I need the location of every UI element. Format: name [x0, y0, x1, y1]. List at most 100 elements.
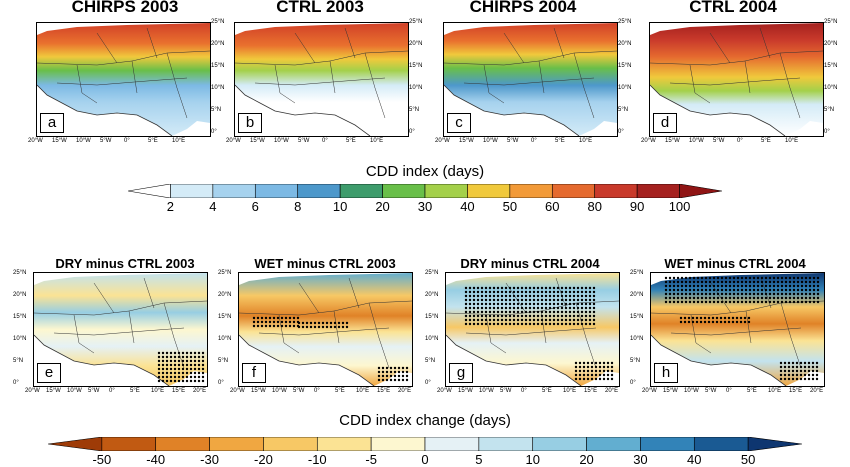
axis-tick-label: 5°W — [713, 138, 725, 144]
axis-tick-label: 0° — [409, 129, 415, 135]
axis-tick-label: 10°N — [13, 336, 27, 342]
colorbar-tick-label: -40 — [146, 452, 166, 467]
axis-tick-label: 0° — [531, 138, 537, 144]
colorbar-cdd-change — [48, 437, 802, 451]
axis-tick-label: 20°E — [605, 388, 619, 394]
axis-tick-label: 10°N — [618, 85, 632, 91]
axis-tick-label: 5°E — [747, 388, 757, 394]
axis-tick-label: 20°W — [230, 388, 245, 394]
axis-tick-label: 5°W — [507, 138, 519, 144]
map-panel-h: h — [650, 272, 825, 387]
axis-tick-label: 10°N — [211, 85, 225, 91]
axis-tick-label: 15°W — [251, 388, 266, 394]
axis-tick-label: 10°W — [76, 138, 91, 144]
axis-tick-label: 5°W — [100, 138, 112, 144]
colorbar-tick-label: 20 — [375, 199, 390, 214]
axis-tick-label: 15°N — [824, 63, 838, 69]
panel-letter-f: f — [242, 363, 266, 383]
axis-tick-label: 5°N — [13, 358, 24, 364]
colorbar-tick-label: 60 — [545, 199, 560, 214]
axis-tick-label: 20°W — [226, 138, 241, 144]
colorbar-tick-label: 50 — [502, 199, 518, 214]
axis-tick-label: 10°E — [370, 138, 384, 144]
colorbar-tick-label: -20 — [254, 452, 273, 467]
colorbar-tick-label: 0 — [421, 452, 429, 467]
axis-tick-label: 15°E — [377, 388, 391, 394]
axis-tick-label: 10°E — [172, 138, 186, 144]
axis-tick-label: 5°N — [218, 358, 229, 364]
panel-title-d: CTRL 2004 — [689, 0, 777, 16]
axis-tick-label: 0° — [109, 388, 115, 394]
axis-tick-label: 10°N — [630, 336, 644, 342]
axis-tick-label: 0° — [314, 388, 320, 394]
colorbar-tick-label: 2 — [166, 199, 175, 214]
axis-tick-label: 0° — [13, 380, 19, 386]
axis-tick-label: 20°N — [218, 292, 232, 298]
axis-tick-label: 5°W — [705, 388, 717, 394]
axis-tick-label: 15°E — [789, 388, 803, 394]
panel-letter-e: e — [37, 363, 61, 383]
colorbar-tick-label: 10 — [525, 452, 540, 467]
axis-tick-label: 0° — [218, 380, 224, 386]
colorbar-tick-label: 10 — [332, 199, 348, 214]
axis-tick-label: 10°W — [684, 388, 699, 394]
axis-tick-label: 5°N — [618, 107, 629, 113]
axis-tick-label: 15°N — [425, 314, 439, 320]
colorbar-tick-label: 50 — [740, 452, 756, 467]
axis-tick-label: 0° — [211, 129, 217, 135]
axis-tick-label: 20°N — [13, 292, 27, 298]
axis-tick-label: 25°N — [618, 19, 632, 25]
axis-tick-label: 10°E — [768, 388, 782, 394]
axis-tick-label: 10°E — [151, 388, 165, 394]
panel-letter-h: h — [654, 363, 678, 383]
axis-tick-label: 0° — [824, 129, 830, 135]
axis-tick-label: 15°N — [218, 314, 232, 320]
map-panel-e: e — [33, 272, 208, 387]
panel-letter-c: c — [447, 113, 471, 133]
colorbar-tick-label: -30 — [200, 452, 219, 467]
colorbar-tick-label: 40 — [460, 199, 475, 214]
axis-tick-label: 5°E — [148, 138, 158, 144]
colorbar-tick-label: 80 — [587, 199, 602, 214]
axis-tick-label: 15°W — [46, 388, 61, 394]
axis-tick-label: 20°N — [409, 41, 423, 47]
colorbar-tick-label: -5 — [365, 452, 377, 467]
axis-tick-label: 5°N — [425, 358, 436, 364]
axis-tick-label: 5°W — [500, 388, 512, 394]
panel-title-f: WET minus CTRL 2003 — [254, 256, 396, 271]
axis-tick-label: 15°W — [663, 388, 678, 394]
axis-tick-label: 20°E — [398, 388, 412, 394]
axis-tick-label: 10°E — [579, 138, 593, 144]
axis-tick-label: 25°N — [425, 270, 439, 276]
colorbar-tick-label: 90 — [629, 199, 645, 214]
axis-tick-label: 25°N — [630, 270, 644, 276]
axis-tick-label: 15°N — [630, 314, 644, 320]
axis-tick-label: 10°N — [218, 336, 232, 342]
colorbar-tick-label: 5 — [475, 452, 483, 467]
axis-tick-label: 0° — [521, 388, 527, 394]
axis-tick-label: 0° — [737, 138, 743, 144]
colorbar-tick-label: 30 — [417, 199, 433, 214]
axis-tick-label: 25°N — [218, 270, 232, 276]
map-panel-a: a — [36, 22, 211, 137]
axis-tick-label: 20°E — [193, 388, 207, 394]
axis-tick-label: 15°W — [52, 138, 67, 144]
axis-tick-label: 15°N — [618, 63, 632, 69]
axis-tick-label: 25°N — [409, 19, 423, 25]
axis-tick-label: 15°N — [409, 63, 423, 69]
axis-tick-label: 20°W — [641, 138, 656, 144]
panel-title-h: WET minus CTRL 2004 — [664, 256, 806, 271]
axis-tick-label: 15°W — [458, 388, 473, 394]
axis-tick-label: 20°E — [810, 388, 824, 394]
axis-tick-label: 25°N — [13, 270, 27, 276]
panel-title-b: CTRL 2003 — [276, 0, 364, 16]
colorbar-tick-label: -10 — [307, 452, 327, 467]
panel-letter-b: b — [238, 113, 262, 133]
colorbar-tick-label: 100 — [668, 199, 691, 214]
axis-tick-label: 20°N — [630, 292, 644, 298]
colorbar-tick-label: 6 — [251, 199, 259, 214]
axis-tick-label: 15°W — [665, 138, 680, 144]
axis-tick-label: 15°N — [211, 63, 225, 69]
axis-tick-label: 20°W — [25, 388, 40, 394]
colorbar-title-cdd: CDD index (days) — [365, 163, 485, 180]
